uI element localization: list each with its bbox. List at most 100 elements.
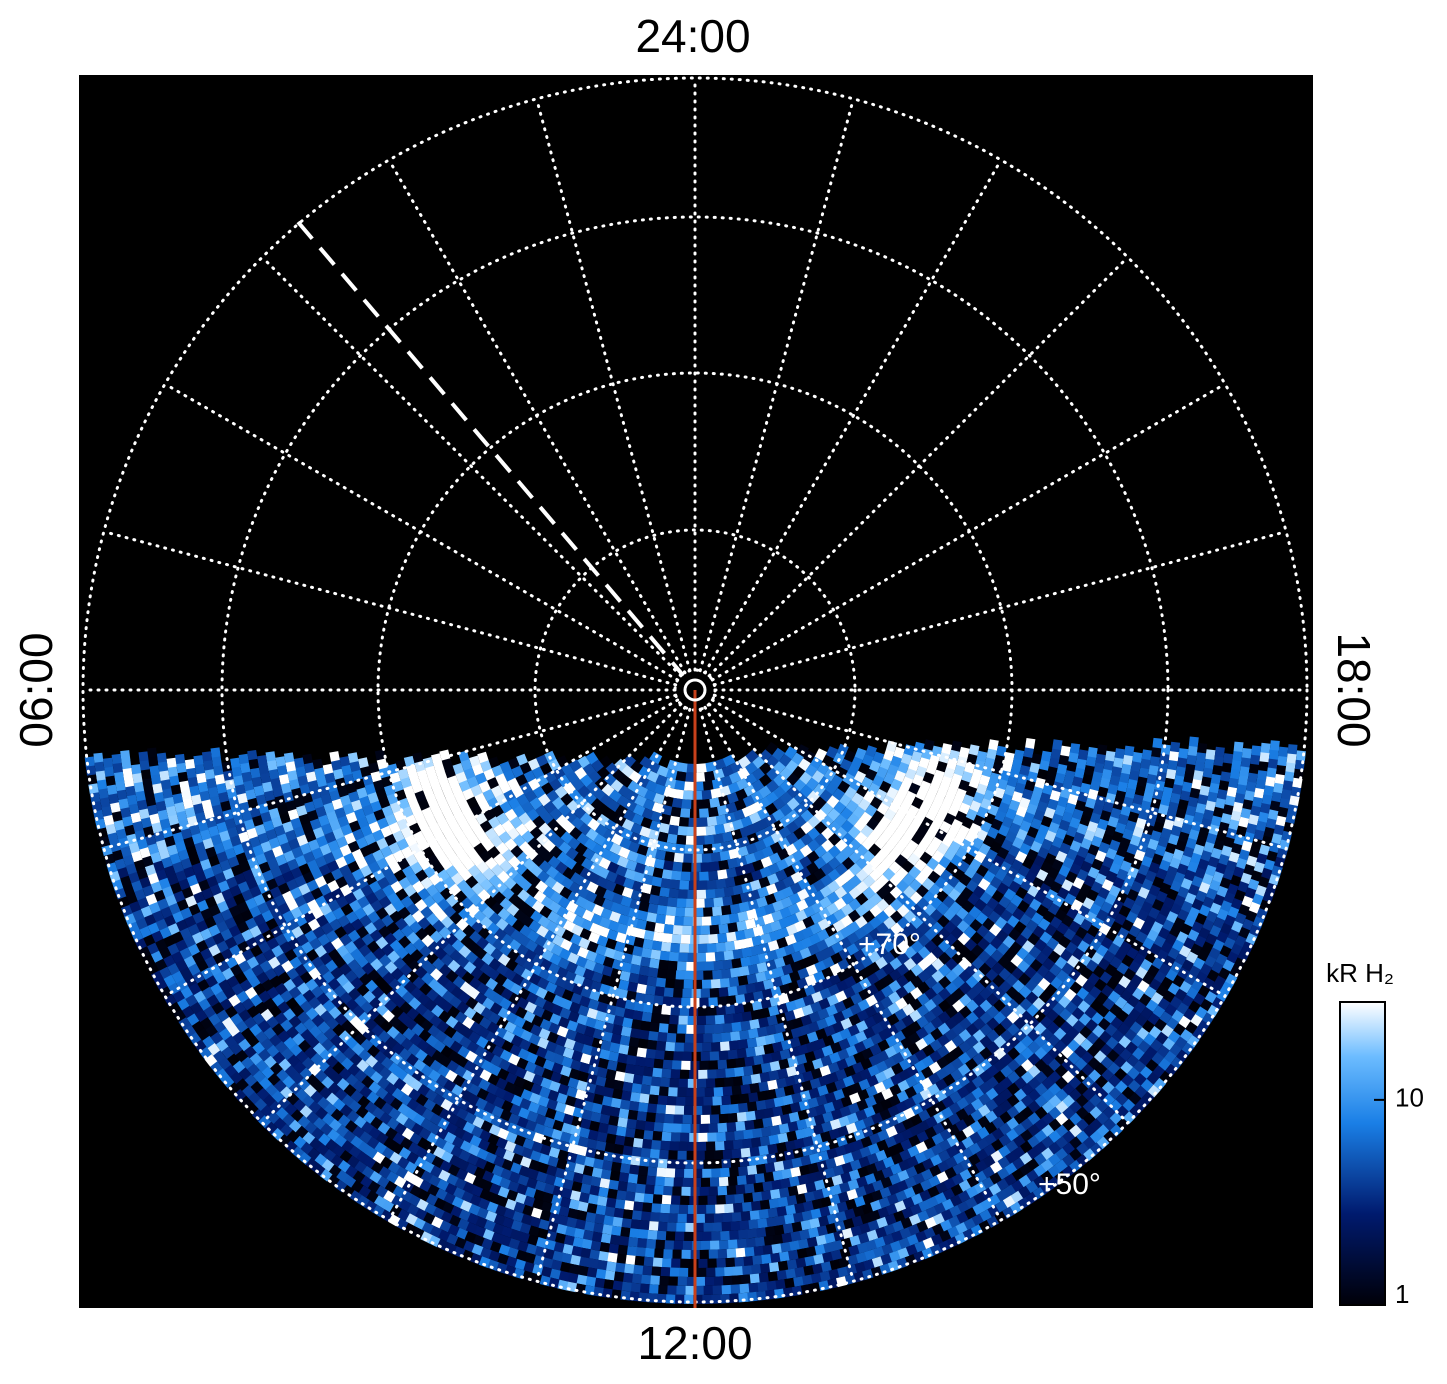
emission-pixel [736, 1111, 748, 1122]
emission-pixel [751, 869, 764, 882]
emission-pixel [641, 1011, 653, 1023]
emission-pixel [673, 1177, 684, 1187]
emission-pixel [1062, 778, 1074, 790]
emission-pixel [733, 1202, 744, 1213]
emission-pixel [1037, 768, 1048, 780]
emission-pixel [637, 1038, 649, 1049]
emission-pixel [669, 1078, 680, 1088]
emission-pixel [652, 1004, 663, 1015]
emission-pixel [720, 1041, 731, 1052]
emission-pixel [794, 997, 807, 1010]
emission-pixel [582, 1035, 595, 1047]
emission-pixel [314, 767, 325, 779]
emission-pixel [623, 943, 635, 955]
emission-pixel [845, 1044, 859, 1057]
emission-pixel [639, 756, 653, 770]
emission-pixel [640, 1147, 652, 1158]
emission-pixel [714, 1014, 726, 1025]
emission-pixel [730, 1221, 741, 1231]
emission-pixel [625, 1191, 636, 1202]
emission-pixel [756, 818, 770, 831]
emission-pixel [768, 862, 781, 875]
emission-pixel [672, 861, 683, 872]
emission-pixel [661, 941, 672, 952]
emission-pixel [706, 1204, 716, 1214]
emission-pixel [680, 871, 691, 881]
emission-pixel [616, 1126, 627, 1137]
emission-pixel [598, 1058, 610, 1069]
emission-pixel [575, 955, 588, 968]
emission-pixel [1041, 750, 1052, 762]
emission-pixel [926, 786, 939, 799]
emission-pixel [556, 1025, 569, 1038]
emission-pixel [736, 1048, 748, 1059]
emission-pixel [707, 1132, 718, 1142]
emission-pixel [741, 805, 755, 818]
emission-pixel [1194, 760, 1205, 772]
emission-pixel [674, 979, 685, 989]
emission-pixel [971, 768, 983, 780]
emission-pixel [836, 969, 850, 982]
emission-pixel [823, 1024, 837, 1037]
emission-pixel [388, 842, 401, 855]
emission-pixel [621, 886, 634, 899]
emission-pixel [414, 760, 426, 773]
emission-pixel [883, 749, 895, 762]
emission-pixel [744, 852, 757, 865]
emission-pixel [655, 1113, 666, 1123]
emission-pixel [356, 837, 369, 850]
emission-pixel [994, 809, 1007, 823]
emission-pixel [834, 1000, 847, 1013]
emission-pixel [852, 971, 865, 984]
emission-pixel [494, 1026, 508, 1039]
emission-pixel [820, 977, 833, 990]
emission-pixel [682, 1051, 693, 1061]
emission-pixel [372, 779, 385, 792]
emission-pixel [783, 865, 797, 878]
emission-pixel [938, 751, 951, 764]
emission-pixel [614, 874, 627, 887]
emission-pixel [636, 983, 648, 995]
emission-pixel [717, 932, 728, 943]
emission-pixel [764, 1034, 776, 1045]
emission-pixel [649, 1148, 661, 1159]
emission-pixel [602, 1224, 613, 1235]
emission-pixel [700, 988, 711, 998]
emission-pixel [1122, 754, 1134, 766]
emission-pixel [754, 1045, 766, 1056]
emission-pixel [773, 966, 785, 978]
emission-pixel [645, 780, 658, 793]
emission-pixel [630, 1028, 641, 1039]
emission-pixel [750, 1009, 762, 1021]
emission-pixel [1019, 842, 1032, 855]
emission-pixel [368, 841, 381, 854]
emission-pixel [1141, 749, 1152, 761]
emission-pixel [608, 1051, 620, 1062]
emission-pixel [720, 1167, 731, 1178]
emission-pixel [644, 1121, 656, 1132]
emission-pixel [458, 780, 471, 793]
emission-pixel [668, 1150, 679, 1160]
emission-pixel [552, 934, 565, 947]
emission-pixel [644, 789, 657, 802]
emission-pixel [727, 1112, 739, 1123]
emission-pixel [579, 867, 593, 880]
emission-pixel [814, 1038, 827, 1050]
emission-pixel [655, 849, 667, 861]
emission-pixel [343, 872, 356, 886]
emission-pixel [586, 1007, 599, 1020]
emission-pixel [527, 1042, 540, 1055]
emission-pixel [639, 892, 652, 904]
emission-pixel [569, 933, 583, 946]
emission-pixel [1068, 752, 1079, 763]
emission-pixel [650, 1212, 661, 1222]
emission-pixel [544, 930, 557, 943]
emission-pixel [1054, 772, 1066, 784]
emission-pixel [729, 1167, 740, 1177]
emission-pixel [674, 1105, 685, 1115]
emission-pixel [714, 951, 726, 962]
emission-pixel [789, 1036, 802, 1049]
emission-pixel [649, 751, 663, 765]
emission-pixel [592, 1028, 605, 1040]
emission-pixel [699, 1186, 710, 1196]
